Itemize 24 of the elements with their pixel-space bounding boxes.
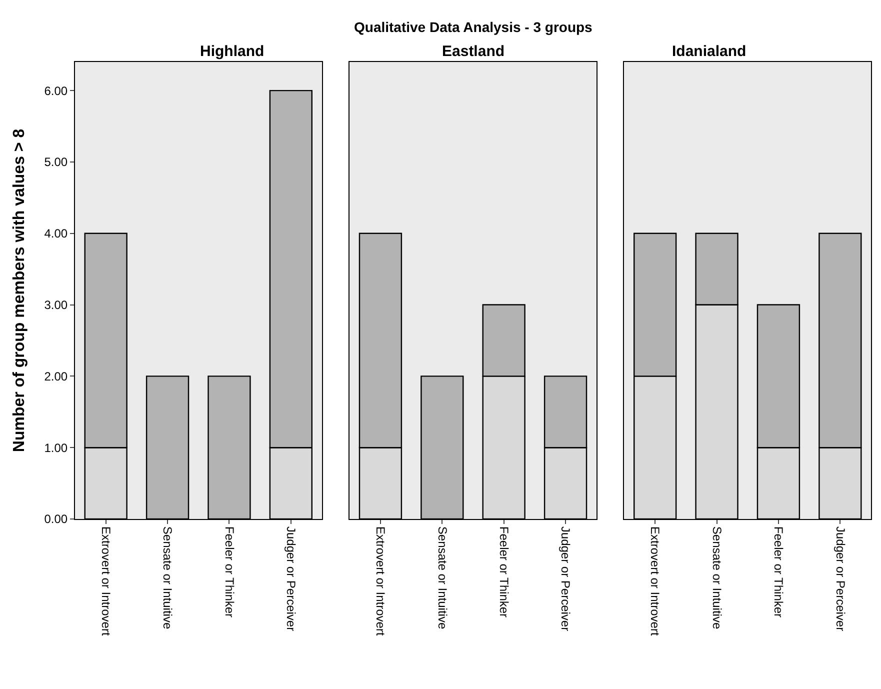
chart-title: Qualitative Data Analysis - 3 groups xyxy=(354,19,593,35)
x-tick-label: Feeler or Thinker xyxy=(496,526,511,618)
x-tick-label: Sensate or Intuitive xyxy=(710,526,724,630)
y-tick-label: 2.00 xyxy=(44,369,68,384)
y-tick-label: 3.00 xyxy=(44,298,68,312)
y-tick-label: 5.00 xyxy=(44,155,68,170)
y-tick-label: 6.00 xyxy=(44,84,68,98)
chart-subtitle: Eastland xyxy=(442,43,505,60)
x-tick-label: Extrovert or Introvert xyxy=(98,526,113,636)
x-tick-label: Feeler or Thinker xyxy=(222,526,236,618)
x-tick-label: Extrovert or Introvert xyxy=(374,526,388,636)
x-tick-label: Feeler or Thinker xyxy=(772,526,786,618)
x-tick-label: Judger or Perceiver xyxy=(284,526,298,632)
x-tick-label: Extrovert or Introvert xyxy=(648,526,662,636)
y-tick-label: 0.00 xyxy=(44,512,68,526)
x-tick-label: Sensate or Intuitive xyxy=(435,526,450,630)
x-tick-label: Judger or Perceiver xyxy=(558,526,573,632)
x-tick-label: Sensate or Intuitive xyxy=(160,526,175,630)
chart-subtitle: Idanialand xyxy=(672,43,746,60)
y-tick-label: 1.00 xyxy=(44,440,68,455)
x-tick-label: Judger or Perceiver xyxy=(833,526,848,632)
chart-subtitle: Highland xyxy=(200,43,264,60)
y-tick-label: 4.00 xyxy=(44,226,68,241)
y-axis-title: Number of group members with values > 8 xyxy=(11,128,28,452)
